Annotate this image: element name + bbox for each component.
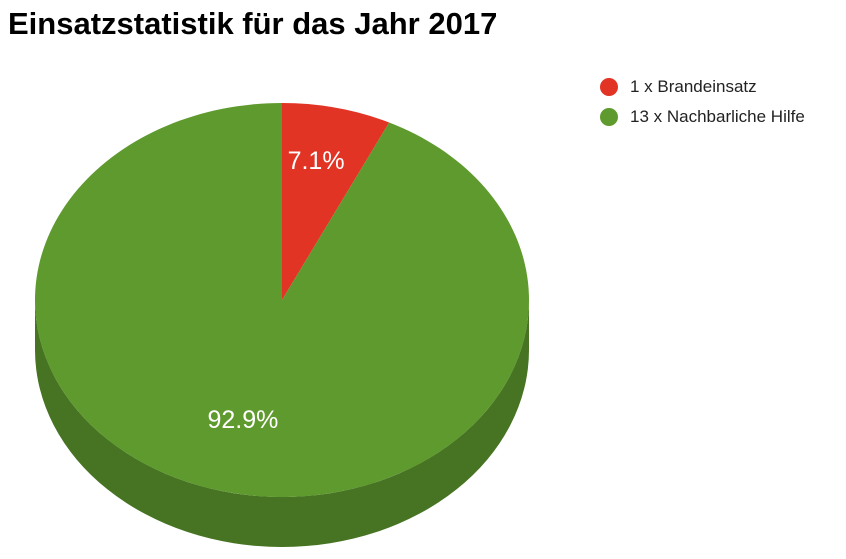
legend-swatch-brandeinsatz [600, 78, 618, 96]
legend-swatch-nachbarliche-hilfe [600, 108, 618, 126]
pie-slice-13-x-nachbarliche-hilfe[interactable] [34, 103, 529, 497]
legend-label: 1 x Brandeinsatz [630, 77, 757, 96]
legend-label: 13 x Nachbarliche Hilfe [630, 107, 805, 126]
pie-slice-1-x-brandeinsatz[interactable] [282, 103, 390, 300]
pie-label-1-x-brandeinsatz: 7.1% [288, 147, 345, 175]
pie-side-13-x-nachbarliche-hilfe [35, 300, 529, 547]
pie-label-layer: 7.1% 92.9% [207, 147, 344, 434]
chart-title: Einsatzstatistik für das Jahr 2017 [8, 6, 498, 41]
pie-top-layer [34, 103, 529, 497]
pie-label-13-x-nachbarliche-hilfe: 92.9% [207, 406, 278, 434]
legend-item-nachbarliche-hilfe[interactable]: 13 x Nachbarliche Hilfe [600, 106, 805, 128]
pie-side-layer [35, 300, 529, 547]
chart-legend: 1 x Brandeinsatz 13 x Nachbarliche Hilfe [600, 76, 805, 136]
legend-item-brandeinsatz[interactable]: 1 x Brandeinsatz [600, 76, 805, 98]
